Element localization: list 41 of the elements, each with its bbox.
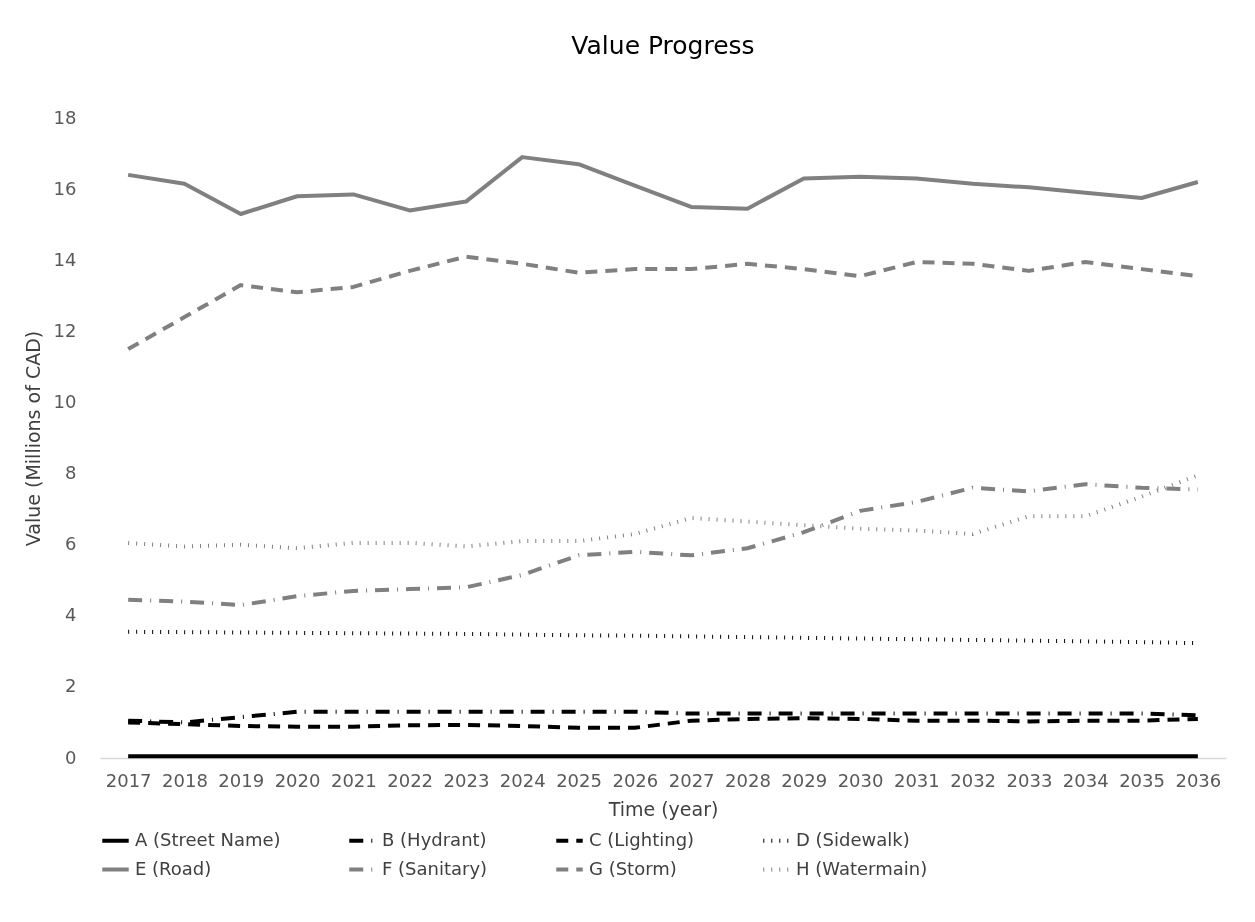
x-tick-label: 2018 <box>162 769 208 791</box>
y-tick-label: 8 <box>65 462 77 484</box>
y-tick-label: 16 <box>53 177 77 199</box>
x-tick-label: 2036 <box>1175 769 1222 791</box>
x-tick-label: 2021 <box>330 769 377 791</box>
x-tick-label: 2024 <box>499 769 546 791</box>
y-tick-label: 4 <box>65 604 77 626</box>
y-tick-label: 0 <box>65 746 77 768</box>
x-tick-label: 2023 <box>443 769 490 791</box>
x-tick-label: 2034 <box>1062 769 1109 791</box>
y-tick-label: 6 <box>65 533 77 555</box>
x-tick-label: 2029 <box>781 769 828 791</box>
legend-label: A (Street Name) <box>135 828 281 850</box>
y-tick-label: 12 <box>53 319 77 341</box>
legend-label: F (Sanitary) <box>382 857 488 879</box>
x-tick-label: 2017 <box>105 769 152 791</box>
legend-label: H (Watermain) <box>796 857 928 879</box>
legend-label: D (Sidewalk) <box>796 828 910 850</box>
x-tick-label: 2033 <box>1006 769 1053 791</box>
legend-label: B (Hydrant) <box>382 828 487 850</box>
y-tick-label: 10 <box>53 390 77 412</box>
x-tick-label: 2026 <box>612 769 659 791</box>
y-axis-title: Value (Millions of CAD) <box>21 330 44 547</box>
x-tick-label: 2031 <box>893 769 940 791</box>
x-axis-title: Time (year) <box>607 797 719 820</box>
legend-label: G (Storm) <box>589 857 677 879</box>
x-tick-label: 2032 <box>950 769 997 791</box>
x-tick-label: 2035 <box>1119 769 1165 791</box>
x-tick-label: 2022 <box>387 769 434 791</box>
x-tick-label: 2020 <box>274 769 321 791</box>
y-tick-label: 2 <box>65 675 77 697</box>
x-tick-label: 2030 <box>837 769 884 791</box>
chart-title: Value Progress <box>571 31 755 60</box>
y-tick-label: 14 <box>53 248 77 270</box>
legend-label: E (Road) <box>135 857 212 879</box>
x-tick-label: 2027 <box>668 769 715 791</box>
legend-label: C (Lighting) <box>589 828 695 850</box>
x-tick-label: 2019 <box>218 769 265 791</box>
x-tick-label: 2028 <box>725 769 771 791</box>
y-tick-label: 18 <box>53 106 77 128</box>
x-tick-label: 2025 <box>556 769 602 791</box>
